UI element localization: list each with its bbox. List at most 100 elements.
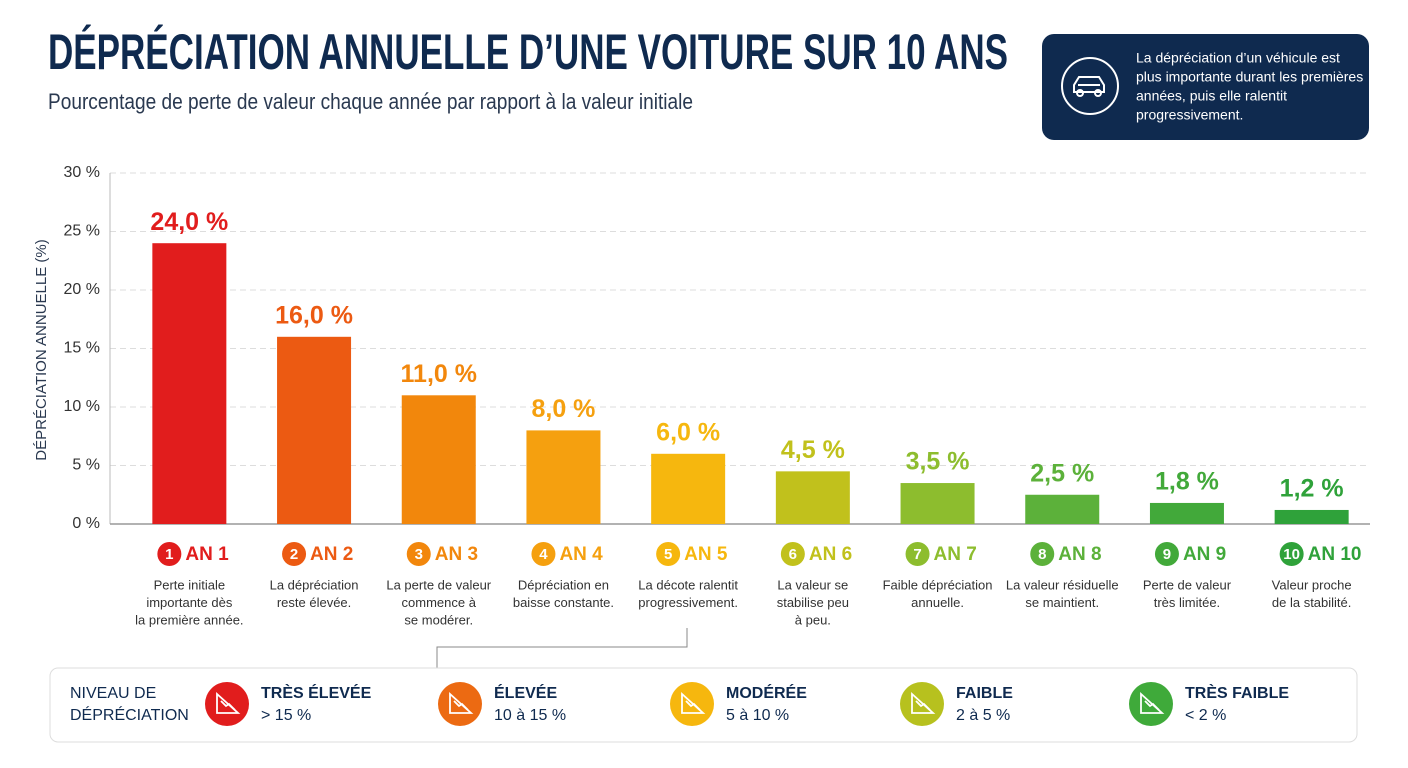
- bar: [277, 336, 352, 524]
- y-tick-label: 10 %: [64, 398, 100, 415]
- x-tick-label: AN 1: [185, 544, 229, 565]
- badge: [1279, 542, 1304, 566]
- y-tick-label: 15 %: [64, 340, 100, 357]
- y-tick-label: 30 %: [64, 164, 100, 181]
- legend-name: MODÉRÉE: [726, 683, 807, 702]
- legend-range: < 2 %: [1185, 707, 1226, 724]
- car-icon: [1061, 57, 1119, 115]
- y-tick-label: 25 %: [64, 223, 100, 240]
- x-tick-label: AN 10: [1308, 544, 1362, 565]
- bar: [152, 243, 227, 524]
- x-tick-label: AN 5: [684, 544, 728, 565]
- badge: [905, 542, 930, 566]
- value-label: 16,0 %: [275, 301, 353, 329]
- category-description: La valeur se: [777, 577, 848, 592]
- y-tick-label: 0 %: [72, 515, 100, 532]
- category-description: à peu.: [795, 612, 831, 627]
- category-description: reste élevée.: [277, 595, 351, 610]
- y-tick-label: 20 %: [64, 281, 100, 298]
- category-description: Perte de valeur: [1143, 577, 1232, 592]
- value-label: 11,0 %: [401, 360, 477, 388]
- y-tick-label: 5 %: [72, 457, 100, 474]
- legend-icon: [911, 691, 936, 714]
- info-box: [1042, 34, 1369, 140]
- value-label: 3,5 %: [906, 448, 970, 476]
- x-tick-label: AN 6: [809, 544, 852, 565]
- badge: [656, 542, 681, 566]
- category-description: La valeur résiduelle: [1006, 577, 1119, 592]
- bar: [526, 430, 601, 524]
- legend-title: NIVEAU DE: [70, 685, 156, 702]
- category-description: Faible dépréciation: [883, 577, 993, 592]
- x-tick-label: AN 4: [559, 544, 603, 565]
- legend-icon: [449, 691, 474, 714]
- x-tick-label: AN 8: [1058, 544, 1101, 565]
- category-description: se modérer.: [404, 612, 473, 627]
- x-tick-label: AN 2: [310, 544, 353, 565]
- badge: [531, 542, 556, 566]
- category-description: la première année.: [135, 612, 243, 627]
- value-label: 4,5 %: [781, 436, 845, 464]
- bar: [900, 483, 975, 524]
- category-description: progressivement.: [638, 595, 738, 610]
- category-description: commence à: [402, 595, 477, 610]
- bar: [651, 453, 726, 524]
- bar: [1025, 494, 1100, 524]
- badge: [406, 542, 431, 566]
- legend-icon: [1140, 691, 1165, 714]
- category-description: stabilise peu: [777, 595, 849, 610]
- value-label: 6,0 %: [656, 418, 720, 446]
- badge-number: 9: [1163, 546, 1171, 563]
- category-description: Dépréciation en: [518, 577, 609, 592]
- badge-number: 5: [664, 546, 672, 563]
- badge-number: 2: [290, 546, 298, 563]
- category-description: de la stabilité.: [1272, 595, 1352, 610]
- legend-range: > 15 %: [261, 707, 311, 724]
- value-label: 1,2 %: [1280, 475, 1344, 503]
- bar: [1274, 509, 1349, 524]
- chart-title: DÉPRÉCIATION ANNUELLE D’UNE VOITURE SUR …: [48, 24, 1008, 80]
- legend-name: TRÈS ÉLEVÉE: [261, 683, 372, 702]
- value-label: 8,0 %: [531, 395, 595, 423]
- legend-range: 10 à 15 %: [494, 707, 566, 724]
- bracket: [436, 628, 688, 672]
- badge: [1030, 542, 1055, 566]
- badge: [282, 542, 307, 566]
- value-label: 2,5 %: [1030, 459, 1094, 487]
- x-tick-label: AN 7: [934, 544, 977, 565]
- legend-name: TRÈS FAIBLE: [1185, 683, 1289, 702]
- chart-subtitle: Pourcentage de perte de valeur chaque an…: [48, 89, 693, 114]
- legend-icon: [216, 691, 241, 714]
- info-text: progressivement.: [1136, 107, 1243, 123]
- legend-name: FAIBLE: [956, 685, 1013, 702]
- category-description: Perte initiale: [154, 577, 226, 592]
- category-description: annuelle.: [911, 595, 964, 610]
- legend-name: ÉLEVÉE: [494, 683, 557, 702]
- x-tick-label: AN 9: [1183, 544, 1226, 565]
- x-tick-label: AN 3: [435, 544, 478, 565]
- bar: [401, 395, 476, 524]
- bar: [1149, 502, 1224, 524]
- category-description: La perte de valeur: [386, 577, 491, 592]
- info-text: plus importante durant les premières: [1136, 69, 1363, 85]
- category-description: se maintient.: [1025, 595, 1099, 610]
- category-description: importante dès: [146, 595, 232, 610]
- bar: [775, 471, 850, 524]
- badge: [1154, 542, 1179, 566]
- legend-icon: [681, 691, 706, 714]
- category-description: très limitée.: [1154, 595, 1220, 610]
- info-text: La dépréciation d’un véhicule est: [1136, 50, 1340, 66]
- legend-title: DÉPRÉCIATION: [70, 705, 189, 724]
- badge-number: 3: [415, 546, 423, 563]
- badge-number: 6: [789, 546, 797, 563]
- value-label: 24,0 %: [150, 208, 228, 236]
- badge-number: 7: [913, 546, 921, 563]
- value-label: 1,8 %: [1155, 468, 1219, 496]
- category-description: baisse constante.: [513, 595, 614, 610]
- badge-number: 10: [1283, 546, 1300, 563]
- badge: [157, 542, 182, 566]
- category-description: La décote ralentit: [638, 577, 738, 592]
- legend-range: 2 à 5 %: [956, 707, 1010, 724]
- category-description: Valeur proche: [1272, 577, 1352, 592]
